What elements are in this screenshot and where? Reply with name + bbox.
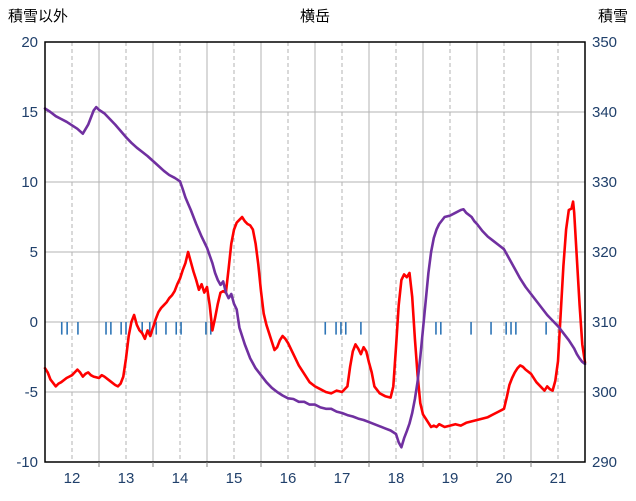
x-tick-label: 18 [388,470,405,487]
right-tick-label: 320 [592,244,617,261]
left-tick-label: -10 [16,454,38,471]
right-tick-label: 310 [592,314,617,331]
right-tick-label: 350 [592,34,617,51]
snow_depth-line [43,105,587,449]
right-axis-title: 積雪 [597,8,628,25]
temperature-line [43,200,587,429]
left-tick-label: 5 [30,244,38,261]
left-axis-title: 積雪以外 [8,8,69,25]
right-tick-label: 300 [592,384,617,401]
x-tick-label: 12 [64,470,81,487]
left-tick-label: 0 [30,314,38,331]
x-tick-label: 15 [226,470,243,487]
left-tick-label: 15 [21,104,38,121]
x-tick-label: 13 [118,470,135,487]
left-tick-label: -5 [25,384,38,401]
right-tick-label: 290 [592,454,617,471]
left-tick-label: 20 [21,34,38,51]
x-tick-label: 16 [280,470,297,487]
right-tick-label: 330 [592,174,617,191]
right-tick-label: 340 [592,104,617,121]
x-tick-label: 14 [172,470,189,487]
chart-title: 横岳 [299,8,330,25]
x-tick-label: 21 [550,470,567,487]
left-tick-label: 10 [21,174,38,191]
x-tick-label: 19 [442,470,459,487]
x-tick-label: 20 [496,470,513,487]
x-tick-label: 17 [334,470,351,487]
